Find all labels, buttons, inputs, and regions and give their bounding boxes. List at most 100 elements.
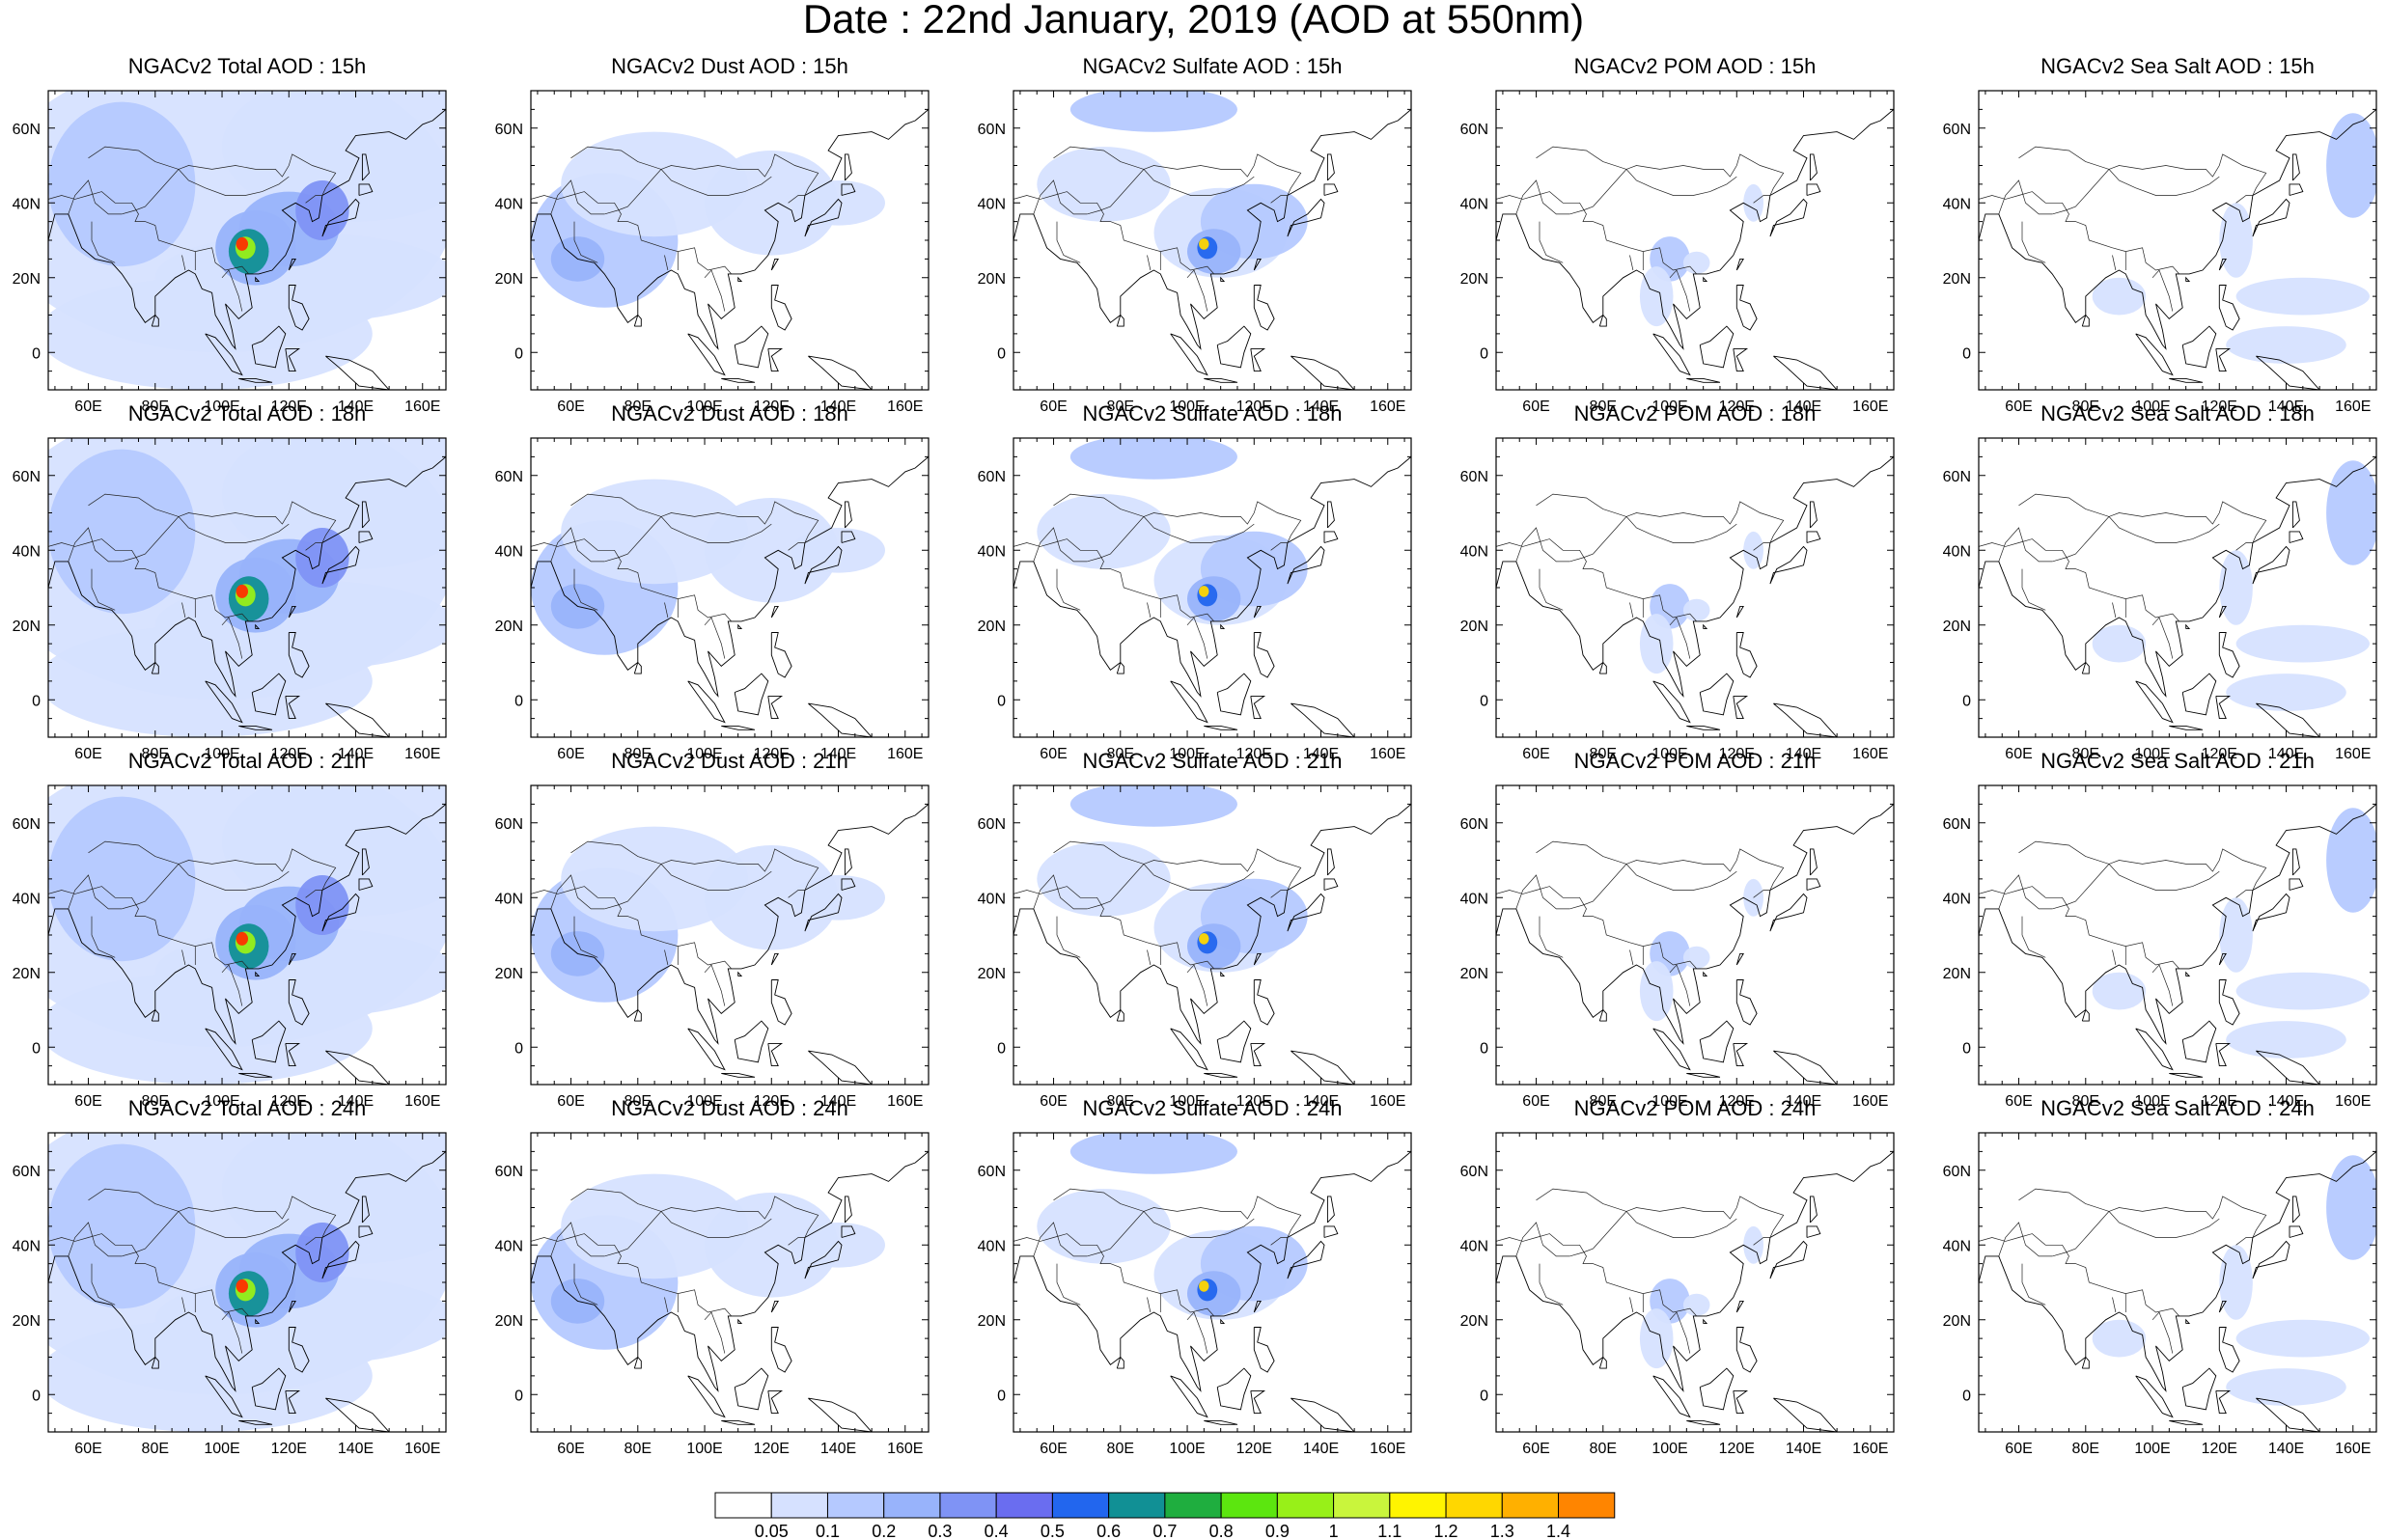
coastline xyxy=(1250,1389,1266,1415)
colorbar-label: 0.3 xyxy=(928,1522,952,1540)
coastline xyxy=(2252,1240,2290,1279)
x-tick-label: 160E xyxy=(1370,1093,1405,1110)
y-tick-label: 40N xyxy=(978,891,1006,907)
country-border xyxy=(1625,169,1737,196)
x-tick-label: 60E xyxy=(1040,399,1067,415)
coastline xyxy=(321,545,360,585)
x-tick-label: 120E xyxy=(271,746,307,762)
y-tick-label: 60N xyxy=(495,469,523,485)
coastline xyxy=(2169,377,2204,383)
x-tick-label: 80E xyxy=(1590,1441,1617,1457)
x-tick-label: 60E xyxy=(74,1441,101,1457)
y-tick-label: 40N xyxy=(1943,196,1971,212)
colorbar-swatch xyxy=(1558,1492,1616,1519)
x-tick-label: 160E xyxy=(2335,1093,2371,1110)
x-tick-label: 140E xyxy=(820,1093,856,1110)
country-border xyxy=(2018,493,2267,543)
y-tick-label: 40N xyxy=(978,196,1006,212)
y-tick-label: 0 xyxy=(997,693,1006,709)
coastline xyxy=(2252,893,2290,932)
aod-shading xyxy=(295,875,349,935)
aod-shading xyxy=(1069,1133,1237,1174)
colorbar-label: 1 xyxy=(1329,1522,1339,1540)
coastline xyxy=(2081,1356,2090,1369)
coastline xyxy=(1253,632,1275,678)
aod-shading xyxy=(561,131,748,237)
coastline xyxy=(2289,531,2304,543)
country-border xyxy=(91,221,116,263)
panel-title: NGACv2 Total AOD : 21h xyxy=(127,749,367,773)
aod-shading xyxy=(705,845,839,950)
country-border xyxy=(2112,1297,2117,1313)
aod-shading xyxy=(1682,251,1710,274)
country-border xyxy=(1569,516,1627,563)
country-border xyxy=(1270,890,1288,898)
country-border xyxy=(1147,1297,1152,1313)
x-tick-label: 60E xyxy=(1040,1093,1067,1110)
y-tick-label: 60N xyxy=(978,122,1006,138)
aod-shading xyxy=(2092,1319,2147,1358)
x-tick-label: 100E xyxy=(1169,399,1205,415)
country-border xyxy=(1539,1263,1564,1306)
coastline xyxy=(151,1356,159,1369)
coastline xyxy=(2169,1419,2204,1425)
colorbar-swatch xyxy=(770,1492,828,1519)
x-tick-label: 80E xyxy=(1107,1441,1134,1457)
country-border xyxy=(91,1263,116,1306)
country-border xyxy=(604,864,662,910)
aod-shading xyxy=(2219,897,2253,973)
coastline xyxy=(1699,1020,1735,1063)
country-border xyxy=(2021,916,2046,958)
x-tick-label: 100E xyxy=(1169,1093,1205,1110)
x-tick-label: 60E xyxy=(557,1441,584,1457)
aod-shading xyxy=(2326,808,2376,913)
coastline xyxy=(808,702,873,737)
coastline xyxy=(2252,198,2290,237)
aod-shading xyxy=(1639,266,1674,327)
coastline xyxy=(2289,183,2304,196)
x-tick-label: 100E xyxy=(1169,746,1205,762)
coastline xyxy=(1686,725,1721,730)
coastline xyxy=(721,1419,756,1425)
coastline xyxy=(1323,183,1339,196)
x-tick-label: 160E xyxy=(887,746,923,762)
coastline xyxy=(804,893,843,932)
country-border xyxy=(221,269,243,312)
map-plot: 60E 80E 100E 120E 140E 160E 60N 40N 20N 0 xyxy=(495,90,930,415)
aod-shading xyxy=(236,931,248,946)
coastline xyxy=(770,1300,779,1313)
country-border xyxy=(1087,169,1145,215)
aod-shading xyxy=(295,180,349,240)
country-border xyxy=(68,874,123,910)
x-tick-label: 100E xyxy=(1651,1093,1687,1110)
y-tick-label: 0 xyxy=(514,345,523,362)
country-border xyxy=(1186,964,1208,1006)
coastline xyxy=(2291,1196,2300,1224)
coastline xyxy=(2169,725,2204,730)
aod-shading xyxy=(1069,91,1237,132)
country-border xyxy=(2112,602,2117,619)
coastline xyxy=(1253,605,1262,619)
coastline xyxy=(2185,623,2191,630)
country-border xyxy=(1539,568,1564,611)
coastline xyxy=(1220,276,1226,283)
map-plot: 60E 80E 100E 120E 140E 160E 60N 40N 20N 0 xyxy=(13,90,447,415)
coastline xyxy=(1204,1419,1238,1425)
aod-shading xyxy=(791,180,885,226)
country-border xyxy=(2235,542,2253,551)
coastline xyxy=(1652,1028,1691,1071)
y-tick-label: 40N xyxy=(1943,543,1971,560)
y-tick-label: 20N xyxy=(13,1313,41,1330)
x-tick-label: 100E xyxy=(2134,1093,2170,1110)
country-border xyxy=(1496,538,1697,622)
y-tick-label: 40N xyxy=(495,196,523,212)
x-tick-label: 60E xyxy=(1522,1093,1549,1110)
country-border xyxy=(178,1211,290,1238)
country-border xyxy=(68,179,123,215)
coastline xyxy=(841,183,856,196)
coastline xyxy=(841,531,856,543)
country-border xyxy=(1147,255,1152,271)
x-tick-label: 60E xyxy=(74,399,101,415)
country-border xyxy=(1143,864,1255,891)
y-tick-label: 0 xyxy=(997,1040,1006,1057)
